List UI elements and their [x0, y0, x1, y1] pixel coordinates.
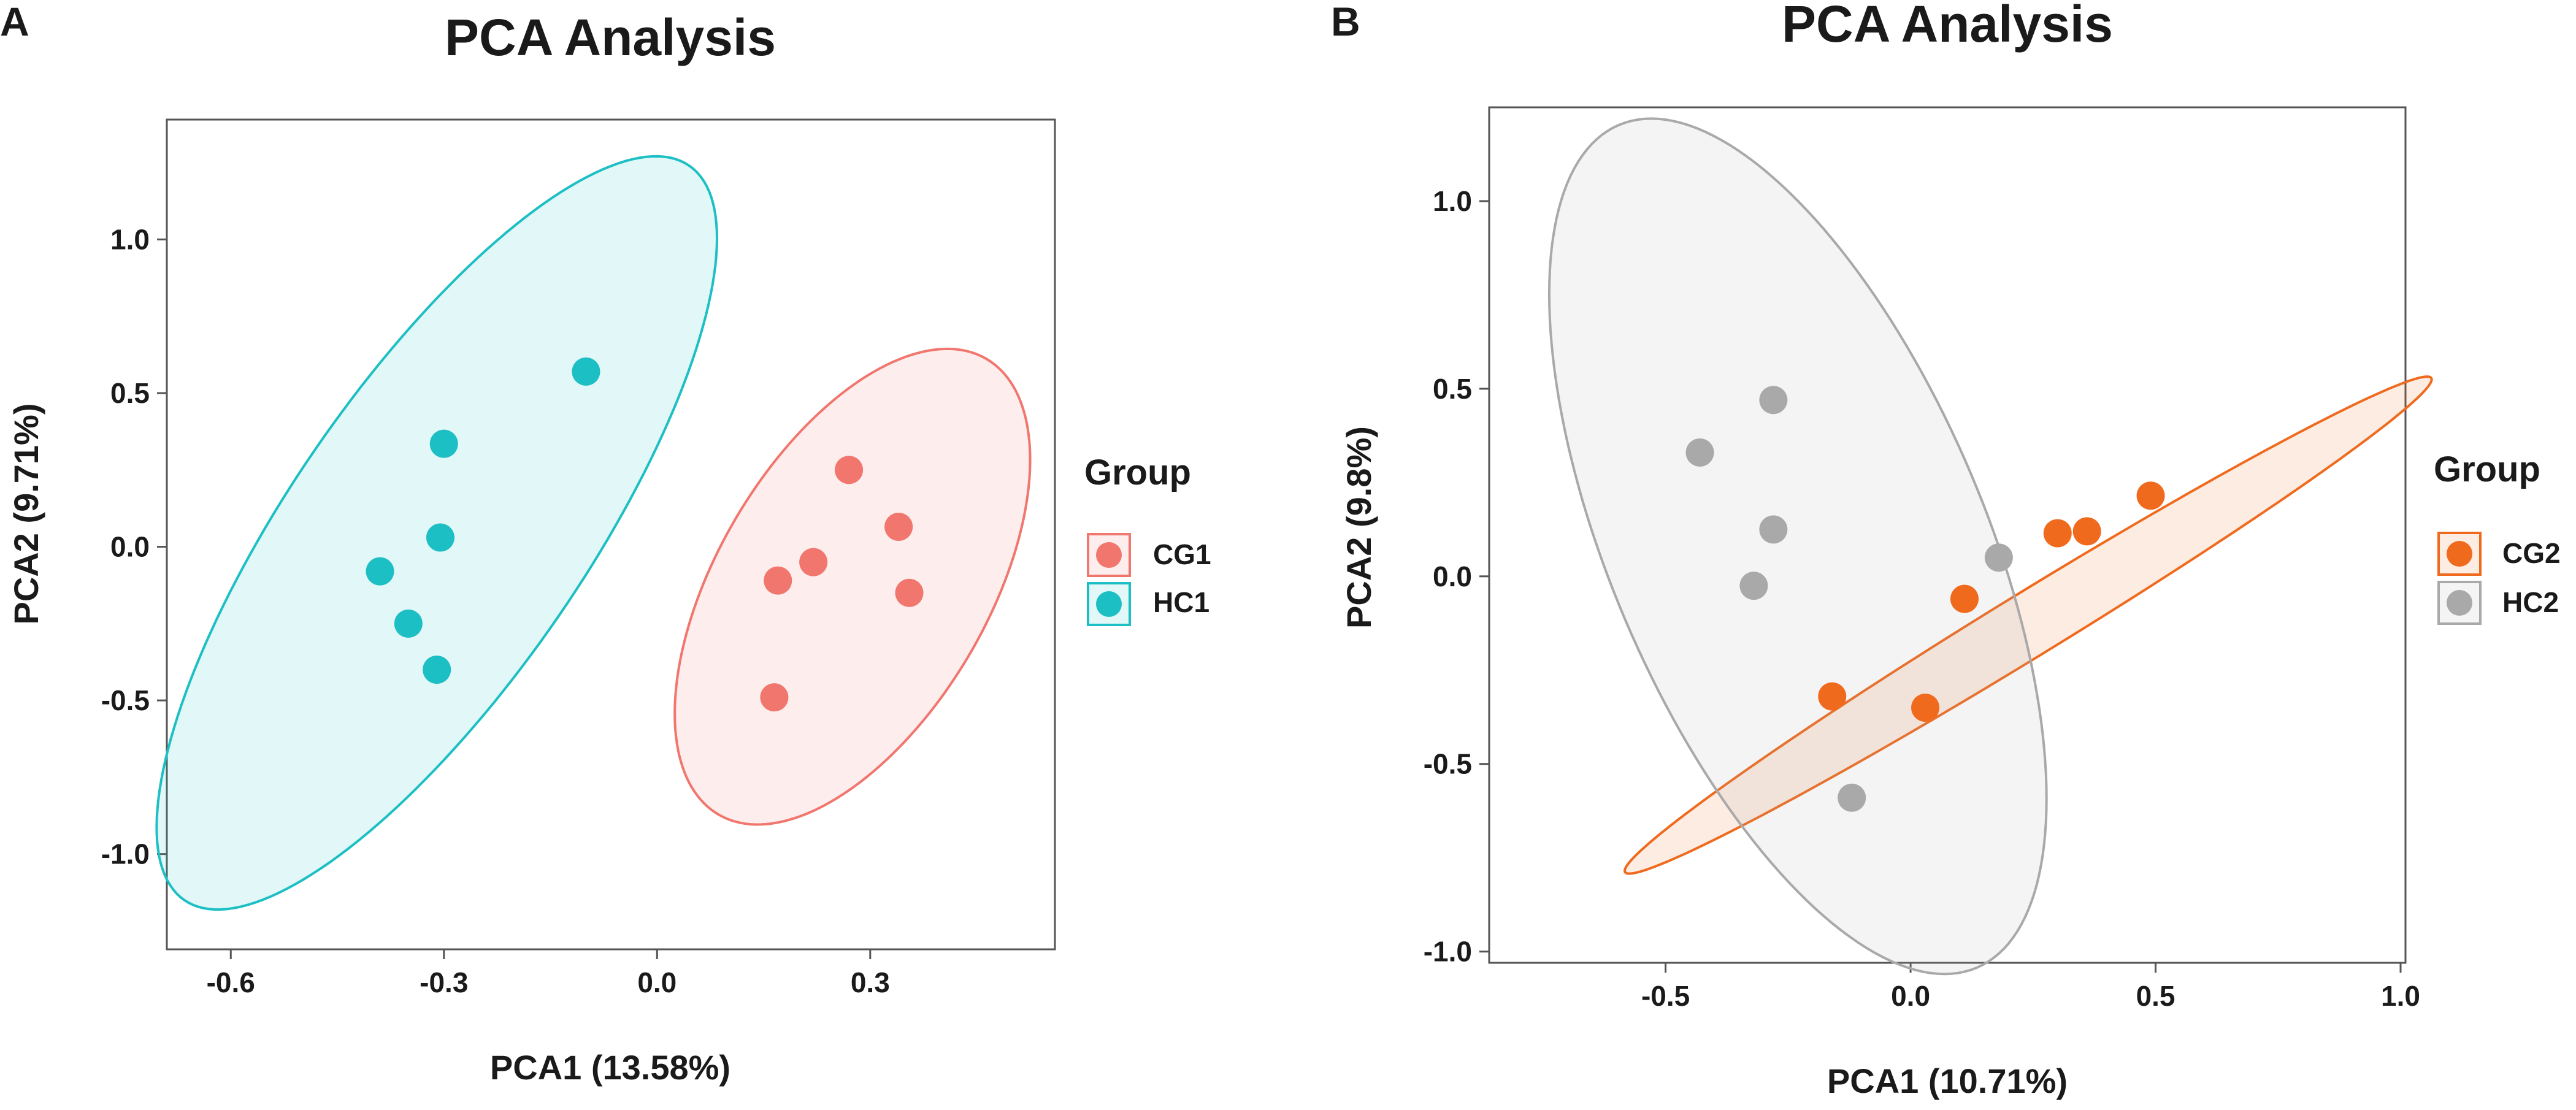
panel-b-legend-title: Group [2434, 450, 2540, 489]
panel-a-point-hc1 [572, 357, 600, 386]
panel-a-point-hc1 [366, 557, 394, 586]
panel-a-point-cg1 [895, 578, 924, 607]
panel-b-x-tick-label: 0.5 [2136, 980, 2175, 1012]
panel-b-legend-dot-hc2 [2447, 590, 2472, 616]
panel-a-y-tick-label: -0.5 [101, 684, 150, 716]
panel-a-point-cg1 [835, 456, 864, 484]
panel-a-x-tick-label: 0.0 [637, 966, 677, 998]
panel-a-point-hc1 [423, 655, 451, 684]
panel-a-y-tick-label: 0.5 [110, 377, 150, 409]
panel-a-y-tick-label: -1.0 [101, 838, 150, 870]
panel-a-point-cg1 [884, 512, 913, 541]
panel-b-ellipse-hc2 [1547, 117, 2048, 976]
panel-b-point-hc2 [1759, 386, 1788, 415]
panel-a-legend-title: Group [1084, 453, 1191, 492]
panel-a-point-cg1 [799, 548, 828, 576]
panel-b-point-cg2 [2043, 519, 2072, 548]
panel-a-y-axis-title: PCA2 (9.71%) [7, 403, 45, 624]
panel-b-point-cg2 [2072, 517, 2101, 546]
panel-b-y-tick-label: 0.0 [1433, 561, 1472, 592]
panel-a-legend-label-hc1: HC1 [1153, 586, 1209, 618]
panel-b-legend-label-hc2: HC2 [2502, 586, 2559, 618]
panel-b-legend-label-cg2: CG2 [2502, 537, 2561, 569]
panel-b-x-tick-label: -0.5 [1641, 980, 1690, 1012]
panel-a-letter: A [0, 0, 29, 44]
panel-b-point-cg2 [1911, 693, 1940, 722]
panel-b-x-axis-title: PCA1 (10.71%) [1827, 1062, 2068, 1100]
panel-a-x-axis-title: PCA1 (13.58%) [490, 1048, 730, 1087]
panel-a-x-tick-label: 0.3 [851, 966, 890, 998]
panel-a-point-hc1 [426, 523, 454, 552]
panel-a-point-hc1 [394, 609, 423, 638]
panel-a-x-tick-label: -0.6 [207, 966, 255, 998]
panel-b-x-tick-label: 0.0 [1891, 980, 1930, 1012]
panel-b-y-axis-title: PCA2 (9.8%) [1340, 426, 1378, 629]
panel-a-legend-dot-hc1 [1096, 591, 1122, 617]
panel-b-point-hc2 [1838, 783, 1866, 812]
panel-b-x-tick-label: 1.0 [2381, 980, 2420, 1012]
panel-a-legend-label-cg1: CG1 [1153, 538, 1211, 570]
panel-b-y-tick-label: -0.5 [1424, 748, 1472, 780]
panel-a-ellipse-cg1 [673, 347, 1032, 826]
panel-b-point-hc2 [1759, 515, 1788, 544]
panel-a-plot-frame [166, 118, 1056, 951]
panel-a-x-tick-label: -0.3 [420, 966, 468, 998]
panel-a-y-tick-label: 1.0 [110, 223, 150, 255]
panel-b-plot-frame [1488, 106, 2407, 964]
panel-a-legend-dot-cg1 [1096, 542, 1122, 568]
panel-a-point-cg1 [760, 683, 789, 712]
panel-a-point-cg1 [764, 566, 792, 595]
panel-b-y-tick-label: 0.5 [1433, 373, 1472, 405]
panel-b-point-cg2 [2136, 481, 2165, 510]
panel-b-point-cg2 [1950, 584, 1979, 613]
panel-a-title: PCA Analysis [445, 9, 776, 66]
panel-b-legend-dot-cg2 [2447, 541, 2472, 567]
panel-b-ellipse-cg2 [1623, 375, 2433, 875]
panel-b-point-hc2 [1685, 438, 1714, 467]
panel-b-title: PCA Analysis [1782, 0, 2113, 53]
panel-b-y-tick-label: -1.0 [1424, 936, 1472, 968]
panel-b-point-hc2 [1739, 572, 1768, 600]
panel-b-y-tick-label: 1.0 [1433, 185, 1472, 217]
panel-a-point-hc1 [429, 429, 458, 458]
panel-b-point-hc2 [1984, 543, 2013, 572]
panel-b-point-cg2 [1818, 682, 1847, 711]
panel-a-y-tick-label: 0.0 [110, 531, 150, 563]
panel-b-letter: B [1331, 0, 1360, 44]
